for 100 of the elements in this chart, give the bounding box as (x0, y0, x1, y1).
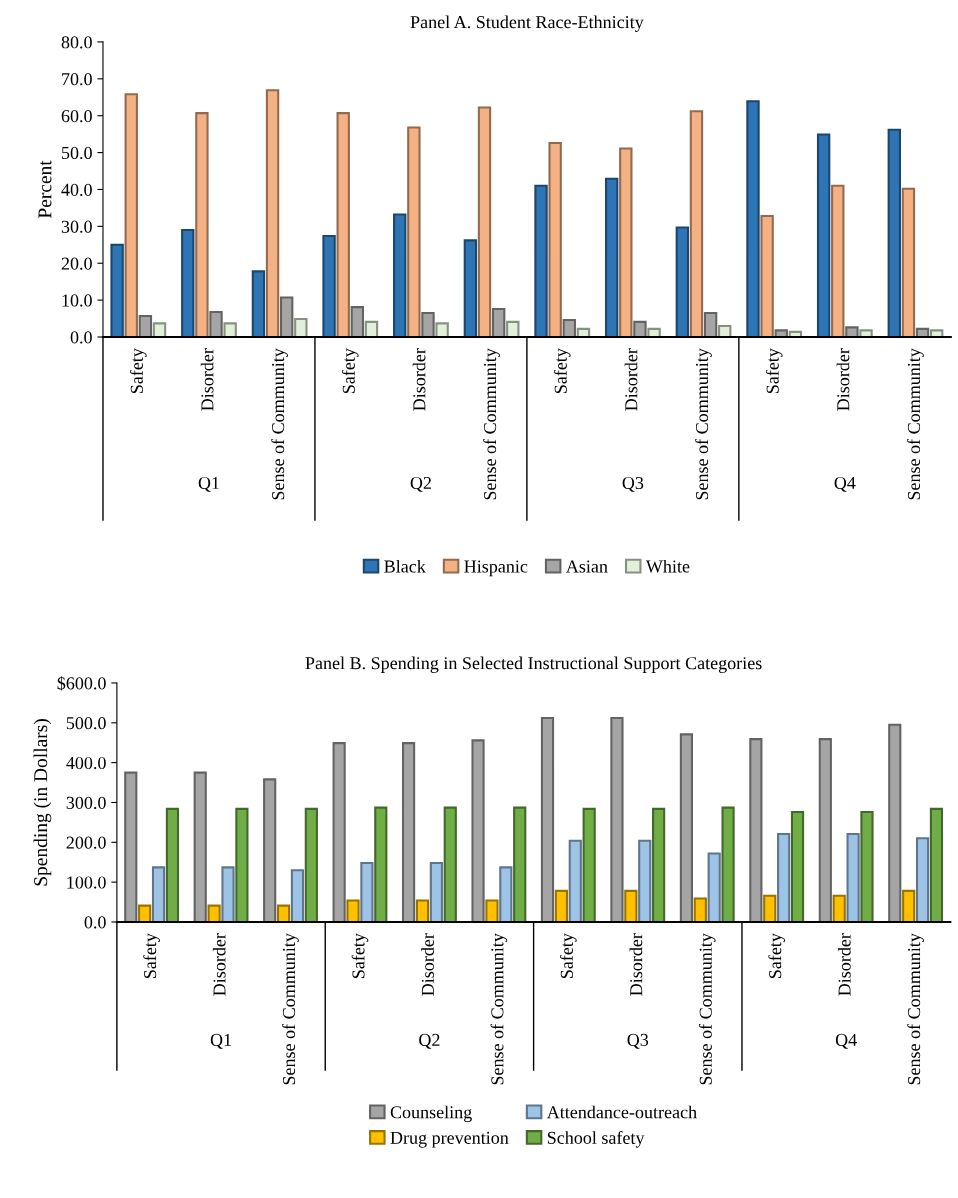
x-tick-label: Disorder (836, 348, 850, 411)
bar (265, 89, 280, 337)
bar (124, 771, 138, 922)
bar (165, 807, 180, 922)
bar (540, 716, 555, 922)
bar (151, 866, 166, 922)
bar (138, 314, 153, 337)
bar (110, 243, 124, 337)
bar (831, 184, 845, 337)
y-tick-label: 50.0 (62, 146, 92, 160)
bar (707, 852, 721, 922)
bar (582, 807, 596, 922)
bar (562, 318, 576, 337)
bar (693, 897, 707, 922)
y-tick-label: 10.0 (62, 294, 92, 307)
bar (860, 811, 874, 922)
bar (679, 733, 693, 922)
y-tick-label: 0.0 (70, 331, 92, 344)
x-tick-label: Safety (553, 348, 571, 394)
x-tick-label: Safety (765, 348, 783, 394)
bar (322, 234, 336, 337)
bar (790, 811, 805, 922)
bar (209, 310, 223, 337)
bar (374, 806, 388, 922)
x-tick-label: Disorder (421, 933, 434, 996)
x-tick-label: Sense of Community (483, 348, 500, 500)
bar (336, 112, 350, 337)
bar (443, 806, 457, 922)
bar (513, 806, 527, 922)
y-tick-label: 200.0 (66, 836, 106, 849)
bar (235, 807, 249, 922)
bar (845, 326, 859, 337)
bar (471, 739, 485, 922)
bar (902, 889, 916, 922)
y-tick-label: $600.0 (57, 676, 106, 691)
bar (554, 889, 568, 922)
bar (477, 106, 492, 337)
bar (638, 839, 652, 922)
bar (887, 128, 901, 337)
bar (888, 723, 902, 922)
y-tick-label: 20.0 (61, 257, 92, 270)
chart-title: Panel B. Spending in Selected Instructional Support Categories (305, 656, 762, 673)
x-tick-label: Disorder (624, 348, 638, 411)
chart-title: Panel A. Student Race-Ethnicity (410, 15, 644, 32)
y-tick-label: 100.0 (67, 876, 106, 889)
bar (652, 807, 666, 922)
x-tick-label: Sense of Community (698, 933, 716, 1085)
bar (429, 861, 443, 922)
bar (207, 904, 221, 922)
bar (604, 177, 619, 337)
bar (195, 112, 209, 337)
bar (846, 832, 860, 922)
bar (929, 807, 944, 922)
x-tick-label: Safety (351, 933, 369, 979)
bar (491, 307, 506, 337)
legend-label: School safety (547, 1131, 645, 1148)
bar (485, 899, 499, 922)
text: Q1 (210, 1033, 232, 1049)
bar (304, 807, 318, 922)
bar (832, 894, 846, 922)
bar (749, 738, 763, 922)
bar (499, 866, 513, 922)
bar (251, 270, 266, 337)
bar (689, 110, 704, 337)
bar (332, 742, 346, 922)
bar (193, 771, 207, 922)
bar (124, 93, 138, 337)
bar (276, 904, 291, 922)
bar (360, 861, 374, 922)
bar (746, 100, 760, 337)
bar (774, 329, 788, 337)
bar (350, 306, 365, 337)
x-tick-label: Safety (560, 933, 577, 979)
bar (703, 311, 718, 337)
bar (415, 899, 430, 922)
text: Q3 (627, 1033, 649, 1049)
bar (534, 184, 548, 337)
text: Q4 (835, 1033, 857, 1049)
y-tick-label: 400.0 (66, 756, 106, 770)
x-tick-label: Sense of Community (282, 933, 299, 1085)
text: Q2 (410, 476, 431, 492)
bar (633, 320, 647, 337)
bar (364, 320, 379, 337)
x-tick-label: Disorder (629, 933, 643, 996)
y-axis-title: Percent (38, 160, 52, 219)
bar (421, 311, 435, 337)
bar (619, 147, 633, 337)
legend-label: Asian (566, 560, 608, 573)
bar (181, 229, 195, 337)
x-tick-label: Disorder (412, 348, 426, 411)
x-tick-label: Safety (768, 933, 785, 979)
y-tick-label: 30.0 (61, 220, 92, 233)
text: Q4 (834, 476, 856, 492)
bar (718, 324, 732, 337)
bar (816, 133, 831, 337)
legend-label: Black (384, 559, 426, 573)
bar (624, 889, 638, 922)
y-tick-label: 500.0 (66, 717, 106, 730)
bar (223, 322, 237, 337)
y-tick-label: 60.0 (61, 109, 92, 123)
